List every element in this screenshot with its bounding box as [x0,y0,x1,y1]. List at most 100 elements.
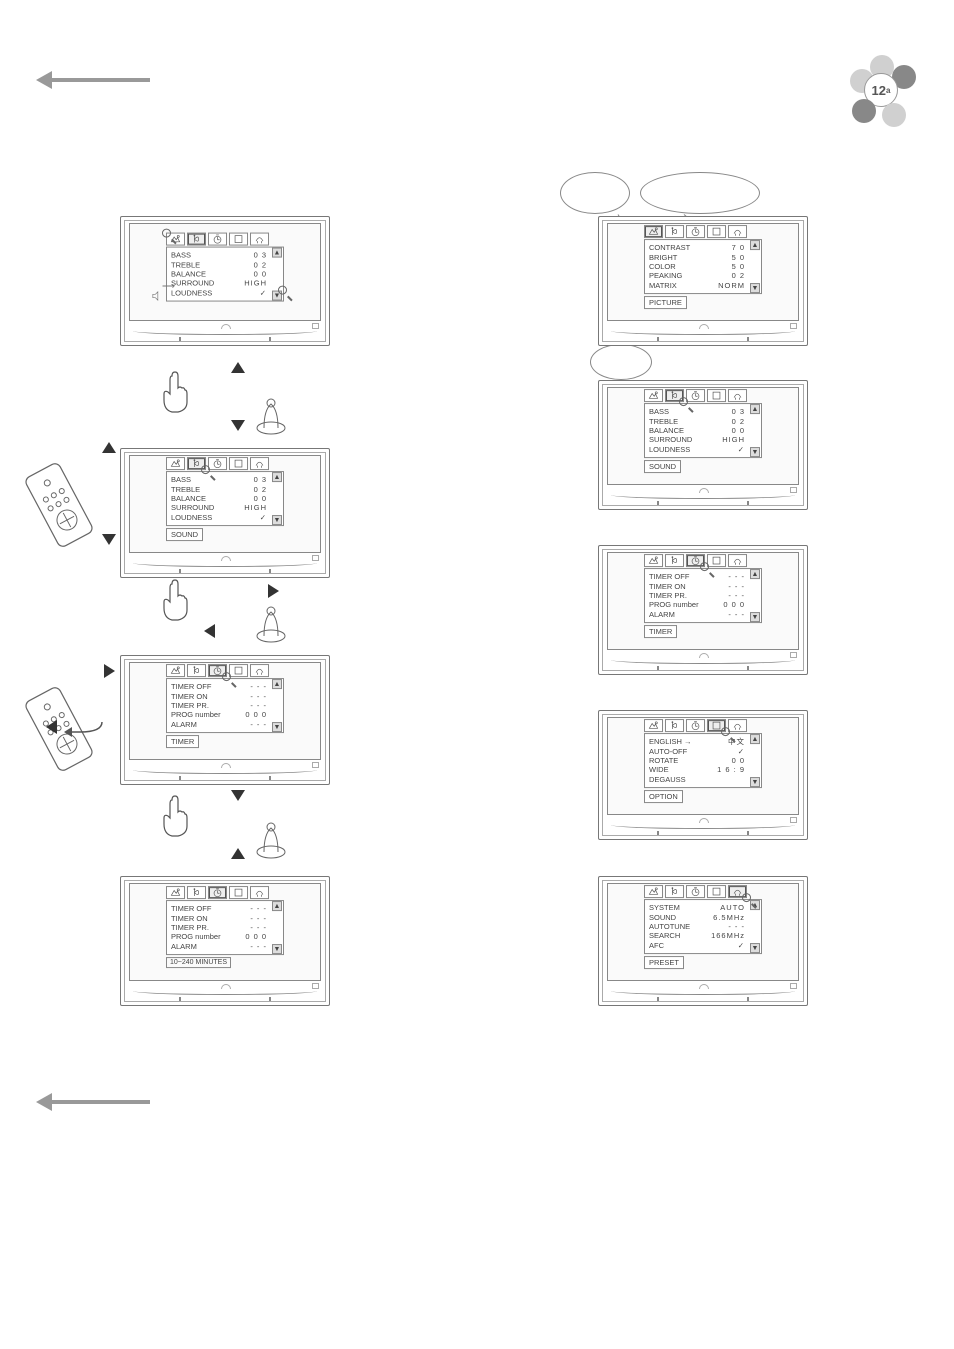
tv-r1: ▲CONTRAST7 0BRIGHT5 0COLOR5 0PEAKING0 2M… [598,216,808,346]
triangle-up-icon [231,848,245,859]
joystick-icon [254,820,288,860]
osd-tabs [166,886,284,899]
osd-row: TIMER PR.- - - [171,701,279,710]
osd-tabs [166,233,284,246]
osd-row-value: - - - [728,591,745,600]
osd-row-value: 6.5MHz [713,913,745,922]
page-arrow-bottom [50,1100,150,1104]
osd-row-value: - - - [250,923,267,932]
tab-option [707,389,726,402]
osd-row: AUTOTUNE- - - [649,922,757,931]
osd-row-value: 0 0 0 [245,710,267,719]
tab-sound [665,885,684,898]
osd-menu: ▲TIMER OFF- - -TIMER ON- - -TIMER PR.- -… [644,554,762,638]
tv-screen: ▲BASS0 3TREBLE0 2BALANCE0 0SURROUNDHIGHL… [129,223,321,321]
osd-tabs [166,457,284,470]
osd-row: CONTRAST7 0 [649,243,757,252]
tab-sound [187,233,206,246]
osd-row-key: SOUND [649,913,676,922]
osd-tabs [644,225,762,238]
osd-row-key: TREBLE [171,485,200,494]
tab-picture [166,457,185,470]
osd-row: SURROUNDHIGH [171,279,279,288]
triangle-down-icon [231,420,245,431]
tab-picture [644,885,663,898]
osd-row-value: - - - [728,572,745,581]
tv-screen: ▲BASS0 3TREBLE0 2BALANCE0 0SURROUNDHIGHL… [607,387,799,485]
osd-row-value: 0 2 [732,271,745,280]
osd-body: ▲BASS0 3TREBLE0 2BALANCE0 0SURROUNDHIGHL… [166,471,284,526]
osd-menu: ▲CONTRAST7 0BRIGHT5 0COLOR5 0PEAKING0 2M… [644,225,762,309]
tab-option [229,886,248,899]
speaker-icon [152,288,162,298]
osd-row: SYSTEMAUTO [649,903,757,912]
osd-row-key: TIMER PR. [649,591,687,600]
osd-row-key: PROG number [171,710,221,719]
callout-oval-1 [560,172,630,214]
osd-row: TIMER ON- - - [649,582,757,591]
osd-row-key: ALARM [171,942,197,951]
osd-row-key: TIMER OFF [171,682,211,691]
scroll-down-icon: ▼ [272,944,282,954]
scroll-down-icon: ▼ [750,447,760,457]
tab-picture [644,389,663,402]
osd-row-value: 0 3 [254,475,267,484]
osd-row-value: - - - [250,904,267,913]
osd-row-key: SURROUND [649,435,692,444]
osd-row-value: 0 0 0 [723,600,745,609]
osd-menu: ▲BASS0 3TREBLE0 2BALANCE0 0SURROUNDHIGHL… [166,233,284,302]
osd-row-value: 0 3 [254,251,267,260]
osd-row-key: TIMER OFF [649,572,689,581]
tab-timer [686,225,705,238]
osd-row: BALANCE0 0 [649,426,757,435]
tab-picture [166,886,185,899]
osd-row-value: ✓ [260,513,267,522]
osd-row-key: LOUDNESS [171,513,212,522]
osd-row-value: ✓ [738,941,745,950]
tab-sound [665,225,684,238]
osd-row: LOUDNESS✓ [171,288,279,297]
wave-icon: ⟶ [162,281,175,292]
hand-icon [158,370,190,414]
scroll-down-icon: ▼ [750,777,760,787]
osd-row: TREBLE0 2 [171,485,279,494]
osd-row-key: TREBLE [171,260,200,269]
osd-row-key: COLOR [649,262,676,271]
osd-row-value: NORM [718,281,745,290]
osd-row-key: SYSTEM [649,903,680,912]
osd-menu: ▲TIMER OFF- - -TIMER ON- - -TIMER PR.- -… [166,886,284,968]
osd-menu: ▲BASS0 3TREBLE0 2BALANCE0 0SURROUNDHIGHL… [166,457,284,541]
osd-row-key: AUTOTUNE [649,922,690,931]
osd-menu: ▲TIMER OFF- - -TIMER ON- - -TIMER PR.- -… [166,664,284,748]
return-arrow-icon [60,718,106,740]
tv-r5: ▲SYSTEMAUTOSOUND6.5MHzAUTOTUNE- - -SEARC… [598,876,808,1006]
osd-row-key: BASS [171,475,191,484]
osd-row: ROTATE0 0 [649,756,757,765]
osd-menu: ▲SYSTEMAUTOSOUND6.5MHzAUTOTUNE- - -SEARC… [644,885,762,969]
osd-label: TIMER [644,625,677,638]
tab-picture [644,719,663,732]
joystick-icon [254,604,288,644]
osd-row-key: ALARM [171,720,197,729]
osd-row-key: ROTATE [649,756,678,765]
osd-row: PEAKING0 2 [649,271,757,280]
osd-row: WIDE1 6 : 9 [649,765,757,774]
tab-timer [208,886,227,899]
tv-r2: ▲BASS0 3TREBLE0 2BALANCE0 0SURROUNDHIGHL… [598,380,808,510]
osd-extra: 10~240 MINUTES [166,957,231,968]
osd-menu: ▲BASS0 3TREBLE0 2BALANCE0 0SURROUNDHIGHL… [644,389,762,473]
osd-row-key: TIMER ON [171,692,208,701]
osd-row: COLOR5 0 [649,262,757,271]
tv-screen: ▲TIMER OFF- - -TIMER ON- - -TIMER PR.- -… [129,883,321,981]
triangle-down-icon [102,534,116,545]
callout-oval-2 [640,172,760,214]
tv-base [133,327,317,339]
tab-preset [250,233,269,246]
tv-screen: ▲CONTRAST7 0BRIGHT5 0COLOR5 0PEAKING0 2M… [607,223,799,321]
osd-body: ▲ENGLISH →中文AUTO-OFF✓ROTATE0 0WIDE1 6 : … [644,733,762,788]
tab-option [229,457,248,470]
osd-label: TIMER [166,735,199,748]
triangle-left-icon [204,624,215,638]
tab-preset [250,664,269,677]
osd-row-key: BASS [649,407,669,416]
